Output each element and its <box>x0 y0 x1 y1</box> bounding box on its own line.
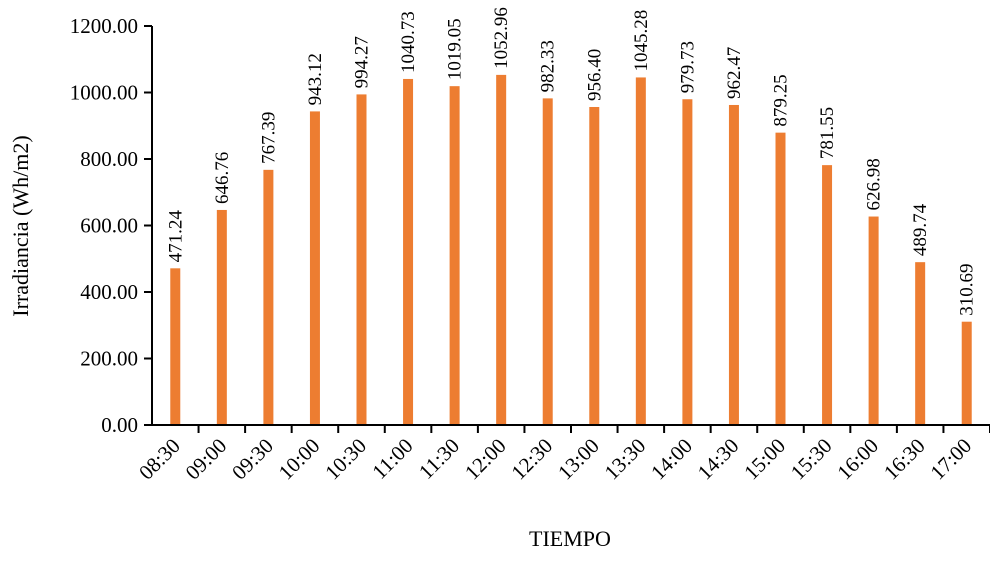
data-label: 310.69 <box>957 263 978 315</box>
x-tick-label: 10:00 <box>274 434 325 485</box>
bar <box>216 209 227 425</box>
data-label: 489.74 <box>910 203 931 256</box>
bar <box>775 132 786 426</box>
bar <box>728 104 739 425</box>
x-tick-label: 13:00 <box>553 434 604 485</box>
y-tick-label: 1200.00 <box>70 14 138 38</box>
y-tick-label: 200.00 <box>80 347 138 371</box>
x-tick-label: 11:30 <box>414 434 464 484</box>
x-tick-label: 16:30 <box>879 434 930 485</box>
data-label: 471.24 <box>165 210 186 263</box>
y-tick-label: 600.00 <box>80 214 138 238</box>
data-label: 943.12 <box>305 53 326 105</box>
x-tick-label: 12:30 <box>506 434 557 485</box>
data-label: 979.73 <box>677 41 698 93</box>
data-label: 1052.96 <box>491 7 512 69</box>
data-label: 781.55 <box>817 107 838 159</box>
x-ticks-layer: 08:3009:0009:3010:0010:3011:0011:3012:00… <box>134 425 990 484</box>
y-tick-label: 0.00 <box>101 413 138 437</box>
x-tick-label: 16:00 <box>832 434 883 485</box>
data-label: 1045.28 <box>631 10 652 72</box>
x-tick-label: 13:30 <box>600 434 651 485</box>
bar <box>403 78 414 425</box>
x-tick-label: 08:30 <box>134 434 185 485</box>
data-label: 962.47 <box>724 47 745 99</box>
x-tick-label: 15:00 <box>739 434 790 485</box>
bar <box>356 94 367 426</box>
data-label: 879.25 <box>771 74 792 126</box>
bar <box>961 321 972 425</box>
bar <box>682 99 693 425</box>
bar <box>170 268 181 425</box>
bar <box>309 111 320 425</box>
y-tick-label: 1000.00 <box>70 81 138 105</box>
bar <box>589 106 600 425</box>
y-tick-label: 800.00 <box>80 147 138 171</box>
bar <box>542 98 553 425</box>
data-label: 646.76 <box>212 152 233 204</box>
x-tick-label: 09:30 <box>227 434 278 485</box>
x-tick-label: 14:00 <box>646 434 697 485</box>
data-label: 994.27 <box>352 36 373 88</box>
data-label: 626.98 <box>864 158 885 210</box>
axes-layer <box>151 26 990 426</box>
x-tick-label: 10:30 <box>320 434 371 485</box>
y-ticks-layer: 0.00 200.00 400.00 600.00 800.00 1000.00 1200.… <box>70 14 152 437</box>
data-label: 767.39 <box>258 112 279 164</box>
x-axis-title: TIEMPO <box>529 526 611 551</box>
data-label: 1040.73 <box>398 11 419 73</box>
bar <box>915 262 926 425</box>
x-tick-label: 09:00 <box>181 434 232 485</box>
bar <box>263 169 274 425</box>
bars-layer <box>170 74 972 426</box>
bar <box>449 86 460 425</box>
data-label: 1019.05 <box>445 18 466 80</box>
y-axis-title: Irradiancia (Wh/m2) <box>8 135 33 316</box>
bar <box>822 165 833 425</box>
bar <box>868 216 879 425</box>
x-tick-label: 15:30 <box>786 434 837 485</box>
y-tick-label: 400.00 <box>80 280 138 304</box>
data-label: 956.40 <box>584 49 605 101</box>
data-label: 982.33 <box>538 40 559 92</box>
x-tick-label: 12:00 <box>460 434 511 485</box>
bar <box>635 77 646 425</box>
x-tick-label: 17:00 <box>925 434 976 485</box>
x-tick-label: 14:30 <box>693 434 744 485</box>
bar <box>496 74 507 425</box>
data-labels-layer: 471.24 646.76 767.39 943.12 994.27 1040.73 101… <box>165 7 977 316</box>
x-tick-label: 11:00 <box>367 434 417 484</box>
